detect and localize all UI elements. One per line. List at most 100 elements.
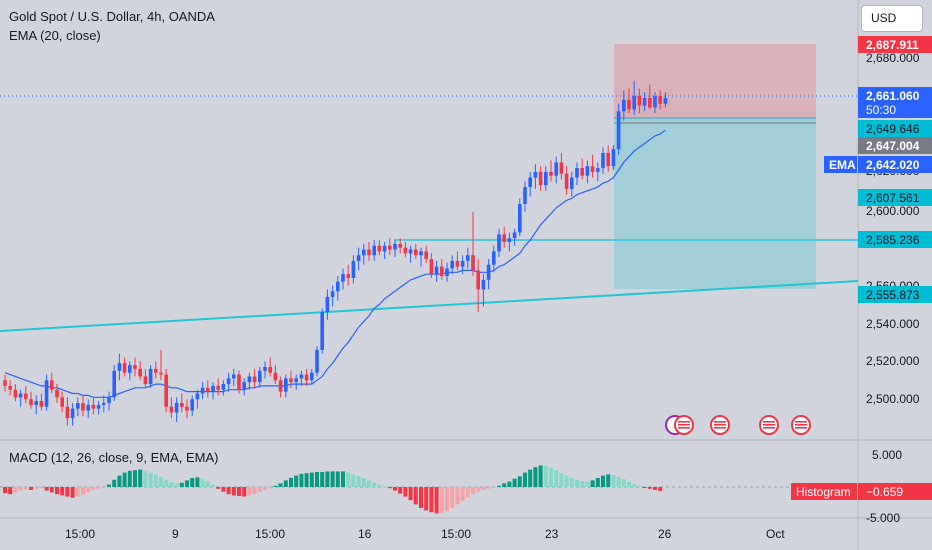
candle-body[interactable] [403, 247, 408, 254]
candle-body[interactable] [122, 363, 127, 373]
candle-body[interactable] [8, 385, 12, 390]
candle-body[interactable] [159, 372, 163, 375]
candle-body[interactable] [356, 255, 361, 261]
candle-body[interactable] [102, 403, 106, 405]
candle-body[interactable] [538, 171, 543, 186]
candle-body[interactable] [18, 393, 23, 398]
candle-body[interactable] [507, 238, 512, 242]
candle-body[interactable] [658, 96, 662, 104]
candle-body[interactable] [611, 149, 616, 167]
candle-body[interactable] [377, 245, 382, 252]
candle-body[interactable] [336, 281, 340, 292]
candle-body[interactable] [382, 245, 387, 252]
candle-body[interactable] [642, 97, 647, 106]
candle-body[interactable] [580, 168, 584, 176]
candle-body[interactable] [211, 385, 215, 392]
candle-body[interactable] [445, 268, 449, 277]
candle-body[interactable] [226, 378, 231, 385]
macd-label[interactable]: MACD (12, 26, close, 9, EMA, EMA) [9, 450, 219, 465]
candle-body[interactable] [512, 232, 517, 239]
candle-body[interactable] [424, 251, 428, 260]
candle-body[interactable] [169, 406, 174, 413]
candle-body[interactable] [29, 399, 33, 405]
candle-body[interactable] [460, 260, 465, 267]
candle-body[interactable] [34, 401, 38, 405]
candle-body[interactable] [637, 96, 642, 106]
currency-button[interactable]: USD [861, 5, 923, 32]
candle-body[interactable] [273, 372, 278, 381]
candle-body[interactable] [663, 97, 668, 104]
candle-body[interactable] [128, 365, 132, 373]
candle-body[interactable] [523, 187, 527, 205]
symbol-title[interactable]: Gold Spot / U.S. Dollar, 4h, OANDA [9, 9, 215, 24]
candle-body[interactable] [289, 378, 293, 383]
candle-body[interactable] [429, 259, 434, 275]
candle-body[interactable] [284, 378, 288, 392]
candle-body[interactable] [486, 264, 491, 280]
candle-body[interactable] [91, 404, 96, 409]
candle-body[interactable] [497, 234, 501, 252]
candle-body[interactable] [200, 387, 205, 394]
candle-body[interactable] [414, 249, 418, 256]
candle-body[interactable] [533, 171, 538, 178]
candle-body[interactable] [632, 96, 636, 110]
candle-body[interactable] [221, 384, 226, 390]
candle-body[interactable] [528, 177, 532, 188]
trend-line[interactable] [0, 280, 859, 332]
candle-body[interactable] [434, 266, 439, 275]
candle-body[interactable] [242, 382, 246, 390]
candle-body[interactable] [622, 99, 626, 112]
candle-body[interactable] [180, 403, 184, 407]
candle-body[interactable] [13, 389, 18, 398]
candle-body[interactable] [544, 171, 548, 186]
candle-body[interactable] [278, 380, 283, 392]
candle-body[interactable] [247, 376, 252, 383]
candle-body[interactable] [263, 367, 267, 371]
candle-body[interactable] [585, 166, 590, 176]
candle-body[interactable] [294, 378, 298, 383]
candle-body[interactable] [107, 397, 111, 403]
candle-body[interactable] [237, 374, 241, 390]
candle-body[interactable] [304, 374, 309, 381]
candle-body[interactable] [60, 397, 64, 407]
candle-body[interactable] [206, 387, 210, 392]
candle-body[interactable] [564, 173, 569, 189]
candle-body[interactable] [232, 374, 236, 379]
candle-body[interactable] [143, 376, 148, 385]
candle-body[interactable] [559, 162, 564, 174]
candle-body[interactable] [148, 368, 153, 385]
price-axis[interactable]: 2,680.000 2,620.000 2,600.000 2,560.000 … [866, 51, 920, 525]
candle-body[interactable] [310, 372, 314, 381]
candle-body[interactable] [601, 152, 605, 169]
candle-body[interactable] [455, 260, 460, 267]
candle-body[interactable] [627, 99, 631, 110]
candle-body[interactable] [3, 380, 7, 386]
candle-body[interactable] [346, 274, 350, 278]
candle-body[interactable] [44, 380, 49, 407]
candle-body[interactable] [596, 168, 600, 172]
candle-body[interactable] [268, 367, 272, 373]
candle-body[interactable] [575, 168, 579, 178]
candle-body[interactable] [554, 162, 558, 176]
candle-body[interactable] [86, 404, 90, 411]
candle-body[interactable] [351, 260, 356, 278]
candle-body[interactable] [419, 251, 423, 256]
candle-body[interactable] [388, 245, 392, 250]
candles-group[interactable] [3, 80, 668, 426]
candle-body[interactable] [185, 406, 189, 411]
time-axis[interactable]: 15:00 9 15:00 16 15:00 23 26 Oct [65, 527, 785, 541]
candle-body[interactable] [341, 274, 345, 282]
candle-body[interactable] [590, 166, 595, 172]
candle-body[interactable] [154, 368, 158, 373]
candle-body[interactable] [398, 243, 402, 248]
candle-body[interactable] [252, 376, 257, 383]
candle-body[interactable] [471, 255, 475, 271]
candle-body[interactable] [518, 204, 522, 233]
candle-body[interactable] [653, 96, 657, 108]
candle-body[interactable] [450, 260, 454, 269]
candle-body[interactable] [325, 296, 330, 313]
candle-body[interactable] [39, 401, 44, 407]
candle-body[interactable] [320, 312, 324, 350]
candle-body[interactable] [24, 393, 28, 400]
